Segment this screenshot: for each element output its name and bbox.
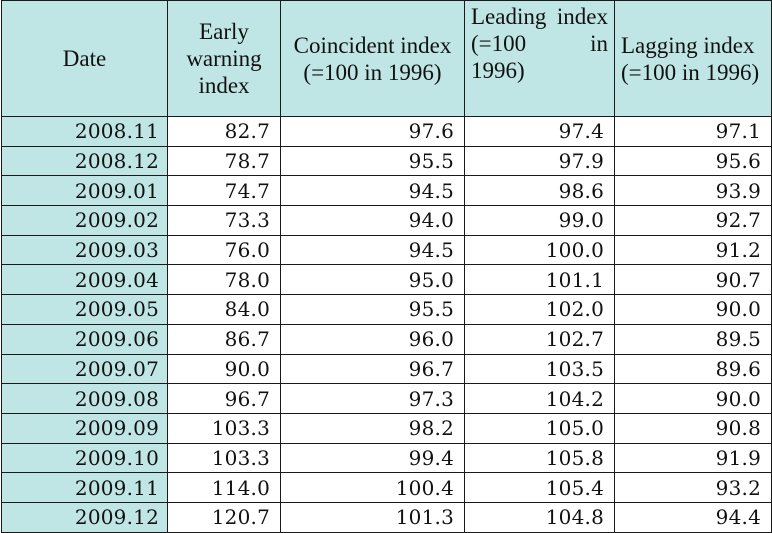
leading-cell: 101.1 (464, 264, 615, 296)
lagging-cell: 93.9 (614, 175, 772, 207)
date-cell: 2009.03 (1, 234, 168, 266)
leading-cell: 100.0 (464, 234, 615, 266)
lagging-cell: 89.6 (614, 353, 772, 385)
header-coincident-index: Coincident index (=100 in 1996) (280, 0, 465, 117)
coincident-cell: 96.0 (280, 323, 465, 355)
lagging-cell: 92.7 (614, 205, 772, 236)
date-cell: 2009.06 (1, 323, 168, 355)
header-leading-index: Leading index (=100 in 1996) (464, 0, 615, 117)
table-row: 2009.03 76.0 94.5 100.0 91.2 (1, 234, 772, 266)
lagging-cell: 91.9 (614, 442, 772, 474)
table-row: 2009.08 96.7 97.3 104.2 90.0 (1, 383, 772, 414)
date-cell: 2009.10 (1, 442, 168, 474)
early-warning-cell: 103.3 (167, 412, 281, 444)
leading-cell: 97.4 (464, 116, 615, 147)
lagging-cell: 91.2 (614, 234, 772, 266)
lagging-cell: 89.5 (614, 323, 772, 355)
lagging-cell: 94.4 (614, 501, 772, 533)
leading-cell: 97.9 (464, 145, 615, 177)
coincident-cell: 95.0 (280, 264, 465, 296)
coincident-cell: 97.3 (280, 383, 465, 414)
coincident-cell: 100.4 (280, 472, 465, 503)
lagging-cell: 97.1 (614, 116, 772, 147)
table-row: 2008.12 78.7 95.5 97.9 95.6 (1, 145, 772, 177)
table-header: Date Early warning index Coincident inde… (1, 0, 772, 117)
date-cell: 2008.11 (1, 116, 168, 147)
date-cell: 2008.12 (1, 145, 168, 177)
early-warning-cell: 103.3 (167, 442, 281, 474)
lagging-cell: 90.8 (614, 412, 772, 444)
early-warning-cell: 84.0 (167, 294, 281, 325)
table-row: 2009.02 73.3 94.0 99.0 92.7 (1, 205, 772, 236)
early-warning-cell: 90.0 (167, 353, 281, 385)
leading-cell: 99.0 (464, 205, 615, 236)
header-row: Date Early warning index Coincident inde… (1, 0, 772, 117)
early-warning-cell: 114.0 (167, 472, 281, 503)
table-row: 2008.11 82.7 97.6 97.4 97.1 (1, 116, 772, 147)
table-row: 2009.07 90.0 96.7 103.5 89.6 (1, 353, 772, 385)
table-body: 2008.11 82.7 97.6 97.4 97.1 2008.12 78.7 95.5 97… (1, 116, 772, 533)
coincident-cell: 101.3 (280, 501, 465, 533)
leading-cell: 105.0 (464, 412, 615, 444)
table-row: 2009.11 114.0 100.4 105.4 93.2 (1, 472, 772, 503)
date-cell: 2009.01 (1, 175, 168, 207)
lagging-cell: 95.6 (614, 145, 772, 177)
early-warning-cell: 120.7 (167, 501, 281, 533)
leading-cell: 104.2 (464, 383, 615, 414)
early-warning-cell: 73.3 (167, 205, 281, 236)
date-cell: 2009.07 (1, 353, 168, 385)
date-cell: 2009.08 (1, 383, 168, 414)
coincident-cell: 95.5 (280, 145, 465, 177)
coincident-cell: 96.7 (280, 353, 465, 385)
coincident-cell: 95.5 (280, 294, 465, 325)
early-warning-cell: 78.7 (167, 145, 281, 177)
early-warning-cell: 82.7 (167, 116, 281, 147)
table-row: 2009.04 78.0 95.0 101.1 90.7 (1, 264, 772, 296)
date-cell: 2009.11 (1, 472, 168, 503)
header-early-warning-index: Early warning index (167, 0, 281, 117)
coincident-cell: 98.2 (280, 412, 465, 444)
table-row: 2009.09 103.3 98.2 105.0 90.8 (1, 412, 772, 444)
leading-cell: 103.5 (464, 353, 615, 385)
leading-cell: 104.8 (464, 501, 615, 533)
table-row: 2009.10 103.3 99.4 105.8 91.9 (1, 442, 772, 474)
coincident-cell: 99.4 (280, 442, 465, 474)
lagging-cell: 93.2 (614, 472, 772, 503)
leading-cell: 98.6 (464, 175, 615, 207)
lagging-cell: 90.0 (614, 383, 772, 414)
coincident-cell: 94.5 (280, 234, 465, 266)
table-row: 2009.01 74.7 94.5 98.6 93.9 (1, 175, 772, 207)
date-cell: 2009.09 (1, 412, 168, 444)
early-warning-cell: 96.7 (167, 383, 281, 414)
early-warning-cell: 74.7 (167, 175, 281, 207)
coincident-cell: 94.0 (280, 205, 465, 236)
leading-cell: 105.8 (464, 442, 615, 474)
early-warning-cell: 78.0 (167, 264, 281, 296)
leading-cell: 102.7 (464, 323, 615, 355)
table-row: 2009.12 120.7 101.3 104.8 94.4 (1, 501, 772, 533)
header-lagging-index: Lagging index (=100 in 1996) (614, 0, 772, 117)
date-cell: 2009.12 (1, 501, 168, 533)
date-cell: 2009.05 (1, 294, 168, 325)
coincident-cell: 97.6 (280, 116, 465, 147)
lagging-cell: 90.7 (614, 264, 772, 296)
date-cell: 2009.04 (1, 264, 168, 296)
table-row: 2009.05 84.0 95.5 102.0 90.0 (1, 294, 772, 325)
leading-cell: 102.0 (464, 294, 615, 325)
early-warning-cell: 76.0 (167, 234, 281, 266)
leading-cell: 105.4 (464, 472, 615, 503)
early-warning-cell: 86.7 (167, 323, 281, 355)
header-date: Date (1, 0, 168, 117)
coincident-cell: 94.5 (280, 175, 465, 207)
table-row: 2009.06 86.7 96.0 102.7 89.5 (1, 323, 772, 355)
date-cell: 2009.02 (1, 205, 168, 236)
lagging-cell: 90.0 (614, 294, 772, 325)
